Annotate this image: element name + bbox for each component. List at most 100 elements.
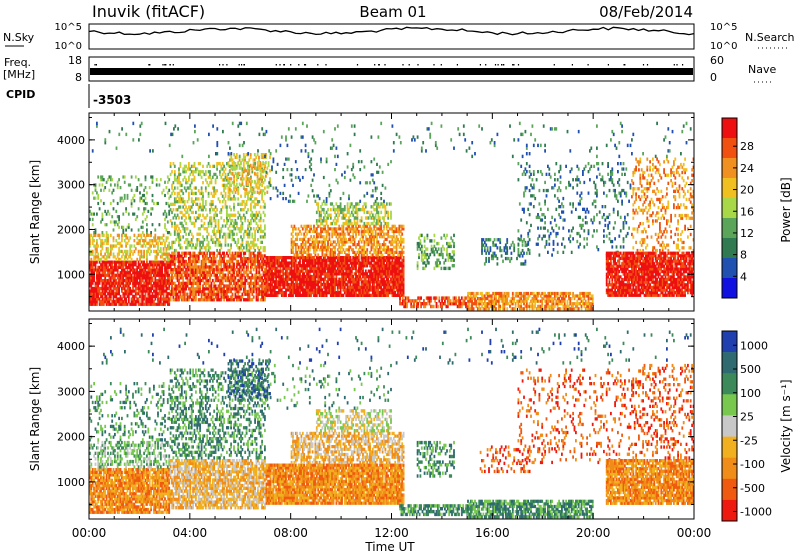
echo-cell <box>93 231 95 235</box>
echo-cell <box>259 257 262 261</box>
echo-cell <box>231 232 234 236</box>
echo-cell <box>154 279 157 283</box>
echo-cell <box>247 276 249 280</box>
echo-cell <box>89 233 91 237</box>
echo-cell <box>233 208 235 212</box>
echo-cell <box>176 278 179 283</box>
echo-cell <box>176 200 179 204</box>
echo-cell <box>264 259 266 264</box>
echo-cell <box>109 233 112 237</box>
echo-cell <box>202 164 204 168</box>
echo-cell <box>287 285 290 289</box>
echo-cell <box>137 252 140 256</box>
echo-cell <box>118 252 120 256</box>
echo-cell <box>108 260 111 264</box>
echo-cell <box>228 205 231 209</box>
echo-cell <box>216 273 218 277</box>
echo-cell <box>343 232 346 236</box>
echo-cell <box>155 286 158 291</box>
echo-cell <box>230 213 232 217</box>
echo-cell <box>210 224 213 228</box>
echo-cell <box>166 281 169 285</box>
echo-cell <box>245 174 248 178</box>
echo-cell <box>275 280 278 284</box>
echo-cell <box>109 178 112 182</box>
echo-cell <box>241 262 244 266</box>
echo-cell <box>164 265 166 269</box>
echo-cell <box>91 239 94 243</box>
echo-cell <box>275 272 278 276</box>
echo-cell <box>214 265 217 269</box>
echo-cell <box>192 284 194 288</box>
echo-cell <box>214 257 217 261</box>
echo-cell <box>266 261 269 265</box>
echo-cell <box>182 205 185 209</box>
echo-cell <box>264 178 266 182</box>
echo-cell <box>179 268 182 272</box>
echo-cell <box>107 241 109 245</box>
echo-cell <box>216 295 218 299</box>
echo-cell <box>214 287 217 291</box>
echo-cell <box>91 300 94 304</box>
echo-cell <box>133 239 136 243</box>
echo-cell <box>197 259 200 264</box>
echo-cell <box>119 297 122 301</box>
echo-cell <box>248 298 251 302</box>
echo-cell <box>189 270 192 274</box>
echo-cell <box>176 259 179 264</box>
echo-cell <box>211 257 214 261</box>
echo-cell <box>259 254 262 258</box>
echo-cell <box>202 254 204 258</box>
echo-cell <box>168 231 171 235</box>
echo-cell <box>159 241 162 245</box>
echo-cell <box>278 291 280 295</box>
echo-cell <box>271 261 273 265</box>
echo-cell <box>101 265 104 269</box>
echo-cell <box>230 189 232 193</box>
echo-cell <box>169 295 172 299</box>
echo-cell <box>189 167 192 171</box>
echo-cell <box>197 292 200 296</box>
echo-cell <box>263 166 266 170</box>
echo-cell <box>195 270 197 274</box>
echo-cell <box>214 295 217 299</box>
echo-cell <box>195 170 197 174</box>
echo-cell <box>235 178 238 182</box>
echo-cell <box>206 287 209 291</box>
echo-cell <box>278 256 280 260</box>
echo-cell <box>151 300 154 304</box>
echo-cell <box>213 216 216 220</box>
echo-cell <box>118 284 120 288</box>
echo-cell <box>195 246 197 250</box>
echo-cell <box>168 286 171 291</box>
echo-cell <box>275 277 278 281</box>
echo-cell <box>214 276 217 280</box>
echo-cell <box>231 268 234 272</box>
echo-cell <box>171 289 173 294</box>
echo-cell <box>126 281 129 285</box>
echo-cell <box>122 302 125 306</box>
echo-cell <box>134 292 137 296</box>
echo-cell <box>216 254 218 258</box>
echo-cell <box>262 281 265 285</box>
echo-cell <box>143 294 145 298</box>
echo-cell <box>237 171 240 176</box>
echo-cell <box>221 200 224 204</box>
echo-cell <box>180 251 183 255</box>
echo-cell <box>102 302 105 306</box>
echo-cell <box>265 293 268 297</box>
echo-cell <box>237 287 240 291</box>
echo-cell <box>90 289 93 293</box>
nave-mark <box>571 64 573 66</box>
echo-cell <box>254 254 256 258</box>
echo-cell <box>182 284 185 288</box>
echo-cell <box>186 268 189 272</box>
echo-cell <box>216 287 218 291</box>
echo-cell <box>133 271 136 275</box>
echo-cell <box>278 280 280 284</box>
echo-cell <box>186 186 189 190</box>
echo-cell <box>141 193 144 198</box>
echo-cell <box>223 262 225 266</box>
echo-cell <box>140 244 143 248</box>
echo-cell <box>261 254 263 258</box>
